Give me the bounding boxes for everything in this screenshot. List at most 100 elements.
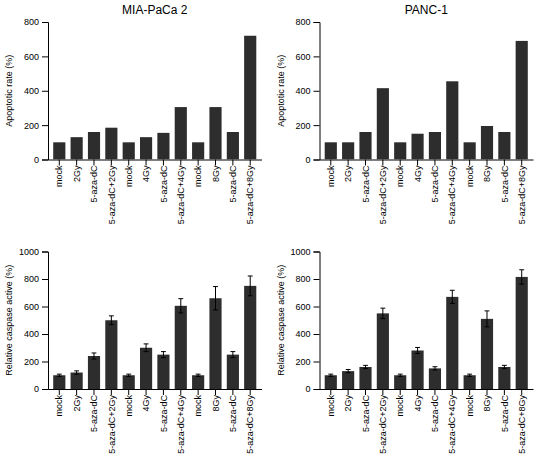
x-tick-mark: [469, 160, 470, 166]
bar: [377, 313, 389, 389]
x-tick-mark: [365, 160, 366, 166]
y-tick-mark: [42, 307, 48, 308]
x-tick-label: 5-aza-dC: [500, 165, 510, 203]
y-tick-mark: [42, 160, 48, 161]
figure: mock 2Gy 5-aza-dC 5-aza-dC+2Gy mock 4Gy 5-aza-…: [0, 0, 543, 459]
bar: [53, 375, 65, 389]
bar: [411, 134, 423, 160]
x-tick-label: 5-aza-dC+4Gy: [176, 395, 186, 454]
y-tick-label: 600: [295, 52, 310, 62]
x-tick-label: 5-aza-dC: [430, 165, 440, 203]
x-tick: 5-aza-dC+4Gy: [176, 389, 186, 454]
axis-line: [314, 23, 321, 161]
bar: [325, 142, 337, 159]
y-tick-label: 600: [295, 302, 310, 312]
x-axis: mock2Gy5-aza-dC5-aza-dC+2Gymock4Gy5-aza-…: [49, 389, 263, 454]
error-bar: [519, 270, 524, 284]
x-tick-mark: [215, 389, 216, 395]
error-bar: [467, 374, 472, 376]
y-tick-mark: [314, 362, 320, 363]
error-bar: [144, 344, 149, 352]
y-tick-label: 800: [295, 274, 310, 284]
x-tick-mark: [417, 160, 418, 166]
x-tick-mark: [469, 389, 470, 395]
x-tick: 5-aza-dC: [159, 160, 169, 203]
x-tick: 5-aza-dC: [89, 389, 99, 432]
y-tick-mark: [314, 279, 320, 280]
error-bar: [57, 374, 62, 376]
y-tick-mark: [42, 389, 48, 390]
x-tick-mark: [232, 160, 233, 166]
x-tick: 4Gy: [413, 389, 423, 412]
x-tick-label: mock: [193, 165, 203, 187]
x-tick-mark: [180, 389, 181, 395]
y-tick: 1000: [290, 247, 319, 257]
bar: [498, 367, 510, 389]
bar: [88, 132, 100, 160]
x-tick-mark: [59, 389, 60, 395]
bar: [481, 319, 493, 389]
error-bar: [415, 347, 420, 353]
y-tick-mark: [42, 56, 48, 57]
y-tick-mark: [42, 334, 48, 335]
panel: mock2Gy5-aza-dC5-aza-dC+2Gymock4Gy5-aza-…: [276, 3, 534, 224]
error-bar: [502, 365, 507, 368]
x-tick-mark: [198, 389, 199, 395]
marks: [53, 36, 256, 160]
y-tick: 0: [305, 155, 319, 165]
x-tick-label: 5-aza-dC+2Gy: [107, 165, 117, 224]
bar: [71, 137, 83, 159]
y-tick: 800: [24, 17, 48, 27]
bar: [209, 298, 221, 389]
x-tick-label: mock: [326, 165, 336, 187]
y-tick-label: 200: [24, 357, 39, 367]
bar: [88, 356, 100, 389]
y-tick-mark: [42, 279, 48, 280]
y-axis: 02004006008001000: [290, 247, 320, 395]
x-tick: 5-aza-dC+8Gy: [245, 389, 255, 454]
x-tick-label: 5-aza-dC: [159, 165, 169, 203]
x-tick-label: mock: [124, 395, 134, 417]
x-tick-mark: [111, 389, 112, 395]
bar: [464, 375, 476, 389]
x-tick-mark: [348, 160, 349, 166]
y-tick-label: 200: [24, 121, 39, 131]
y-tick: 400: [24, 329, 48, 339]
error-bar: [92, 353, 97, 359]
bar: [244, 286, 256, 389]
x-tick-label: 2Gy: [72, 395, 82, 412]
x-tick-mark: [76, 160, 77, 166]
y-tick: 800: [295, 17, 319, 27]
error-bar: [109, 316, 114, 325]
x-tick: 5-aza-dC: [228, 389, 238, 432]
x-tick: mock: [326, 389, 336, 417]
bar: [209, 107, 221, 159]
y-tick: 400: [295, 86, 319, 96]
y-tick: 800: [295, 274, 319, 284]
x-tick-mark: [504, 160, 505, 166]
bar: [175, 107, 187, 159]
x-tick-mark: [400, 160, 401, 166]
bar: [359, 132, 371, 160]
x-tick-label: 5-aza-dC+2Gy: [378, 165, 388, 224]
x-tick: 8Gy: [211, 389, 221, 412]
x-tick-label: mock: [193, 395, 203, 417]
x-tick-mark: [521, 389, 522, 395]
x-tick-label: 8Gy: [482, 395, 492, 412]
marks: [325, 270, 528, 389]
error-bar: [328, 374, 333, 376]
bar: [192, 142, 204, 159]
x-tick: 5-aza-dC: [361, 389, 371, 432]
x-tick-label: mock: [124, 165, 134, 187]
y-tick-mark: [314, 22, 320, 23]
x-tick: 5-aza-dC: [500, 160, 510, 203]
y-tick-mark: [314, 56, 320, 57]
x-tick-label: 4Gy: [413, 165, 423, 182]
y-tick-label: 0: [305, 384, 310, 394]
bar: [325, 375, 337, 389]
x-tick-mark: [111, 160, 112, 166]
bar: [342, 371, 354, 389]
error-bar: [432, 367, 437, 370]
y-tick-mark: [42, 252, 48, 253]
x-tick-mark: [382, 160, 383, 166]
